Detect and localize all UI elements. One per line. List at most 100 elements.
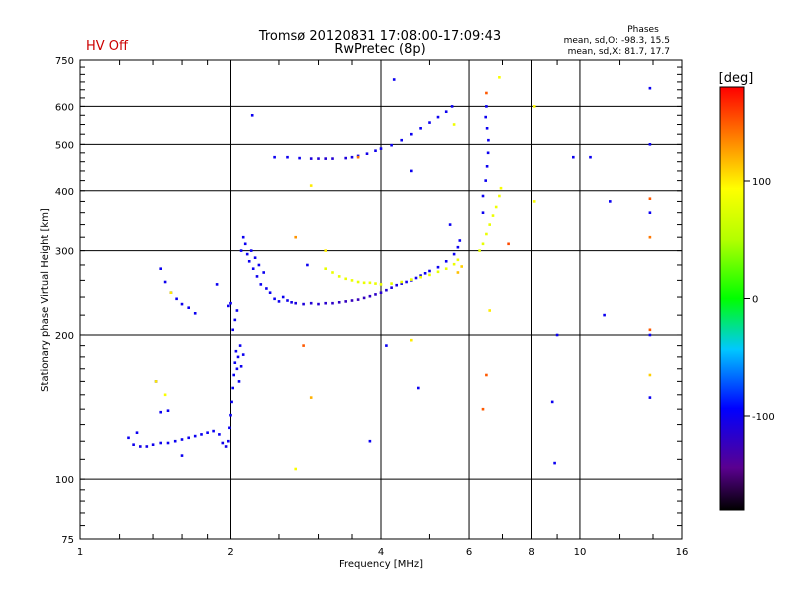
data-point-x xyxy=(163,393,167,397)
data-point-o xyxy=(247,260,251,263)
y-tick-label: 750 xyxy=(55,56,74,67)
data-point-o xyxy=(444,260,448,263)
colorbar-tick-label: 0 xyxy=(752,295,758,306)
data-point-o xyxy=(414,276,418,280)
data-point-o xyxy=(485,127,489,130)
data-point-o xyxy=(379,147,383,150)
data-point-o xyxy=(200,433,203,436)
data-point-o xyxy=(281,295,285,299)
x-tick-label: 8 xyxy=(528,547,534,558)
data-point-o xyxy=(232,373,235,377)
data-point-o xyxy=(245,252,249,256)
data-point-o xyxy=(648,396,652,399)
data-point-o xyxy=(331,157,334,160)
data-point-o xyxy=(159,410,162,414)
data-point-o xyxy=(603,313,606,317)
data-point-o xyxy=(235,309,239,312)
phases-x-stats: mean, sd,X: 81.7, 17.7 xyxy=(568,47,670,57)
x-tick-label: 6 xyxy=(466,547,472,558)
x-tick-label: 10 xyxy=(574,547,587,558)
data-point-o xyxy=(187,306,190,309)
data-point-o xyxy=(233,361,237,364)
data-point-x xyxy=(532,105,536,108)
data-point-o xyxy=(324,301,327,305)
chart-subtitle: RwPretec (8p) xyxy=(334,42,425,57)
data-point-o xyxy=(555,333,559,337)
data-point-o xyxy=(481,194,485,198)
data-point-o xyxy=(239,365,243,368)
data-point-o xyxy=(227,439,230,443)
data-point-x xyxy=(485,232,488,236)
data-point-x xyxy=(648,328,652,332)
chart-title: Tromsø 20120831 17:08:00-17:09:43 xyxy=(258,29,501,44)
data-point-o xyxy=(234,349,238,353)
y-tick-label: 75 xyxy=(61,535,74,546)
data-point-o xyxy=(241,235,245,239)
data-point-o xyxy=(139,445,142,448)
data-point-o xyxy=(428,269,431,273)
data-point-o xyxy=(400,282,403,285)
y-tick-label: 500 xyxy=(55,140,74,151)
data-point-x xyxy=(428,273,431,277)
colorbar-tick-label: 100 xyxy=(752,177,771,188)
data-point-x xyxy=(648,197,652,200)
data-point-o xyxy=(193,312,197,315)
data-point-x xyxy=(507,242,510,246)
data-point-o xyxy=(324,157,327,160)
y-tick-label: 600 xyxy=(55,102,74,113)
data-point-x xyxy=(374,282,377,285)
data-point-o xyxy=(180,438,184,441)
data-point-o xyxy=(589,155,592,159)
minor-ticks xyxy=(80,60,682,539)
data-point-o xyxy=(237,380,241,383)
data-point-x xyxy=(410,278,413,281)
data-point-o xyxy=(379,291,383,294)
data-point-o xyxy=(273,297,276,301)
data-point-o xyxy=(235,367,239,371)
data-point-x xyxy=(494,205,498,209)
data-point-o xyxy=(484,115,487,119)
data-point-o xyxy=(249,249,253,252)
data-point-o xyxy=(236,355,240,359)
x-tick-labels: 1 2 4 6 8 10 16 xyxy=(77,547,689,558)
data-point-o xyxy=(238,344,242,347)
data-point-x xyxy=(488,223,491,226)
data-point-o xyxy=(456,245,460,249)
data-point-o xyxy=(374,293,377,296)
data-point-o xyxy=(428,121,431,124)
data-point-x xyxy=(485,91,488,95)
data-point-x xyxy=(368,281,372,285)
data-point-o xyxy=(302,302,305,306)
data-point-o xyxy=(444,110,448,113)
data-point-o xyxy=(344,156,347,160)
data-point-o xyxy=(273,155,276,159)
data-point-o xyxy=(344,300,347,303)
data-point-o xyxy=(331,301,334,305)
data-point-o xyxy=(277,300,281,303)
data-point-o xyxy=(550,400,554,404)
data-point-o xyxy=(233,318,237,322)
data-point-o xyxy=(257,263,261,267)
data-point-o xyxy=(268,291,272,294)
data-points xyxy=(127,76,652,471)
data-point-o xyxy=(368,439,372,443)
data-point-x xyxy=(362,281,366,285)
data-point-o xyxy=(215,283,219,286)
data-point-o xyxy=(395,283,398,287)
data-point-x xyxy=(456,271,460,274)
data-point-o xyxy=(253,256,257,259)
data-point-o xyxy=(485,165,489,168)
data-point-o xyxy=(229,301,232,305)
data-point-o xyxy=(231,328,234,332)
data-point-o xyxy=(166,441,170,445)
data-point-o xyxy=(436,265,440,269)
hv-status: HV Off xyxy=(86,39,129,54)
data-point-o xyxy=(486,151,490,155)
data-point-x xyxy=(344,277,347,281)
y-axis-label: Stationary phase Virtual Height [km] xyxy=(40,208,51,392)
data-point-o xyxy=(374,149,377,152)
x-tick-label: 1 xyxy=(77,547,83,558)
data-point-o xyxy=(159,441,162,445)
data-point-o xyxy=(553,461,556,465)
y-tick-label: 300 xyxy=(55,247,74,258)
